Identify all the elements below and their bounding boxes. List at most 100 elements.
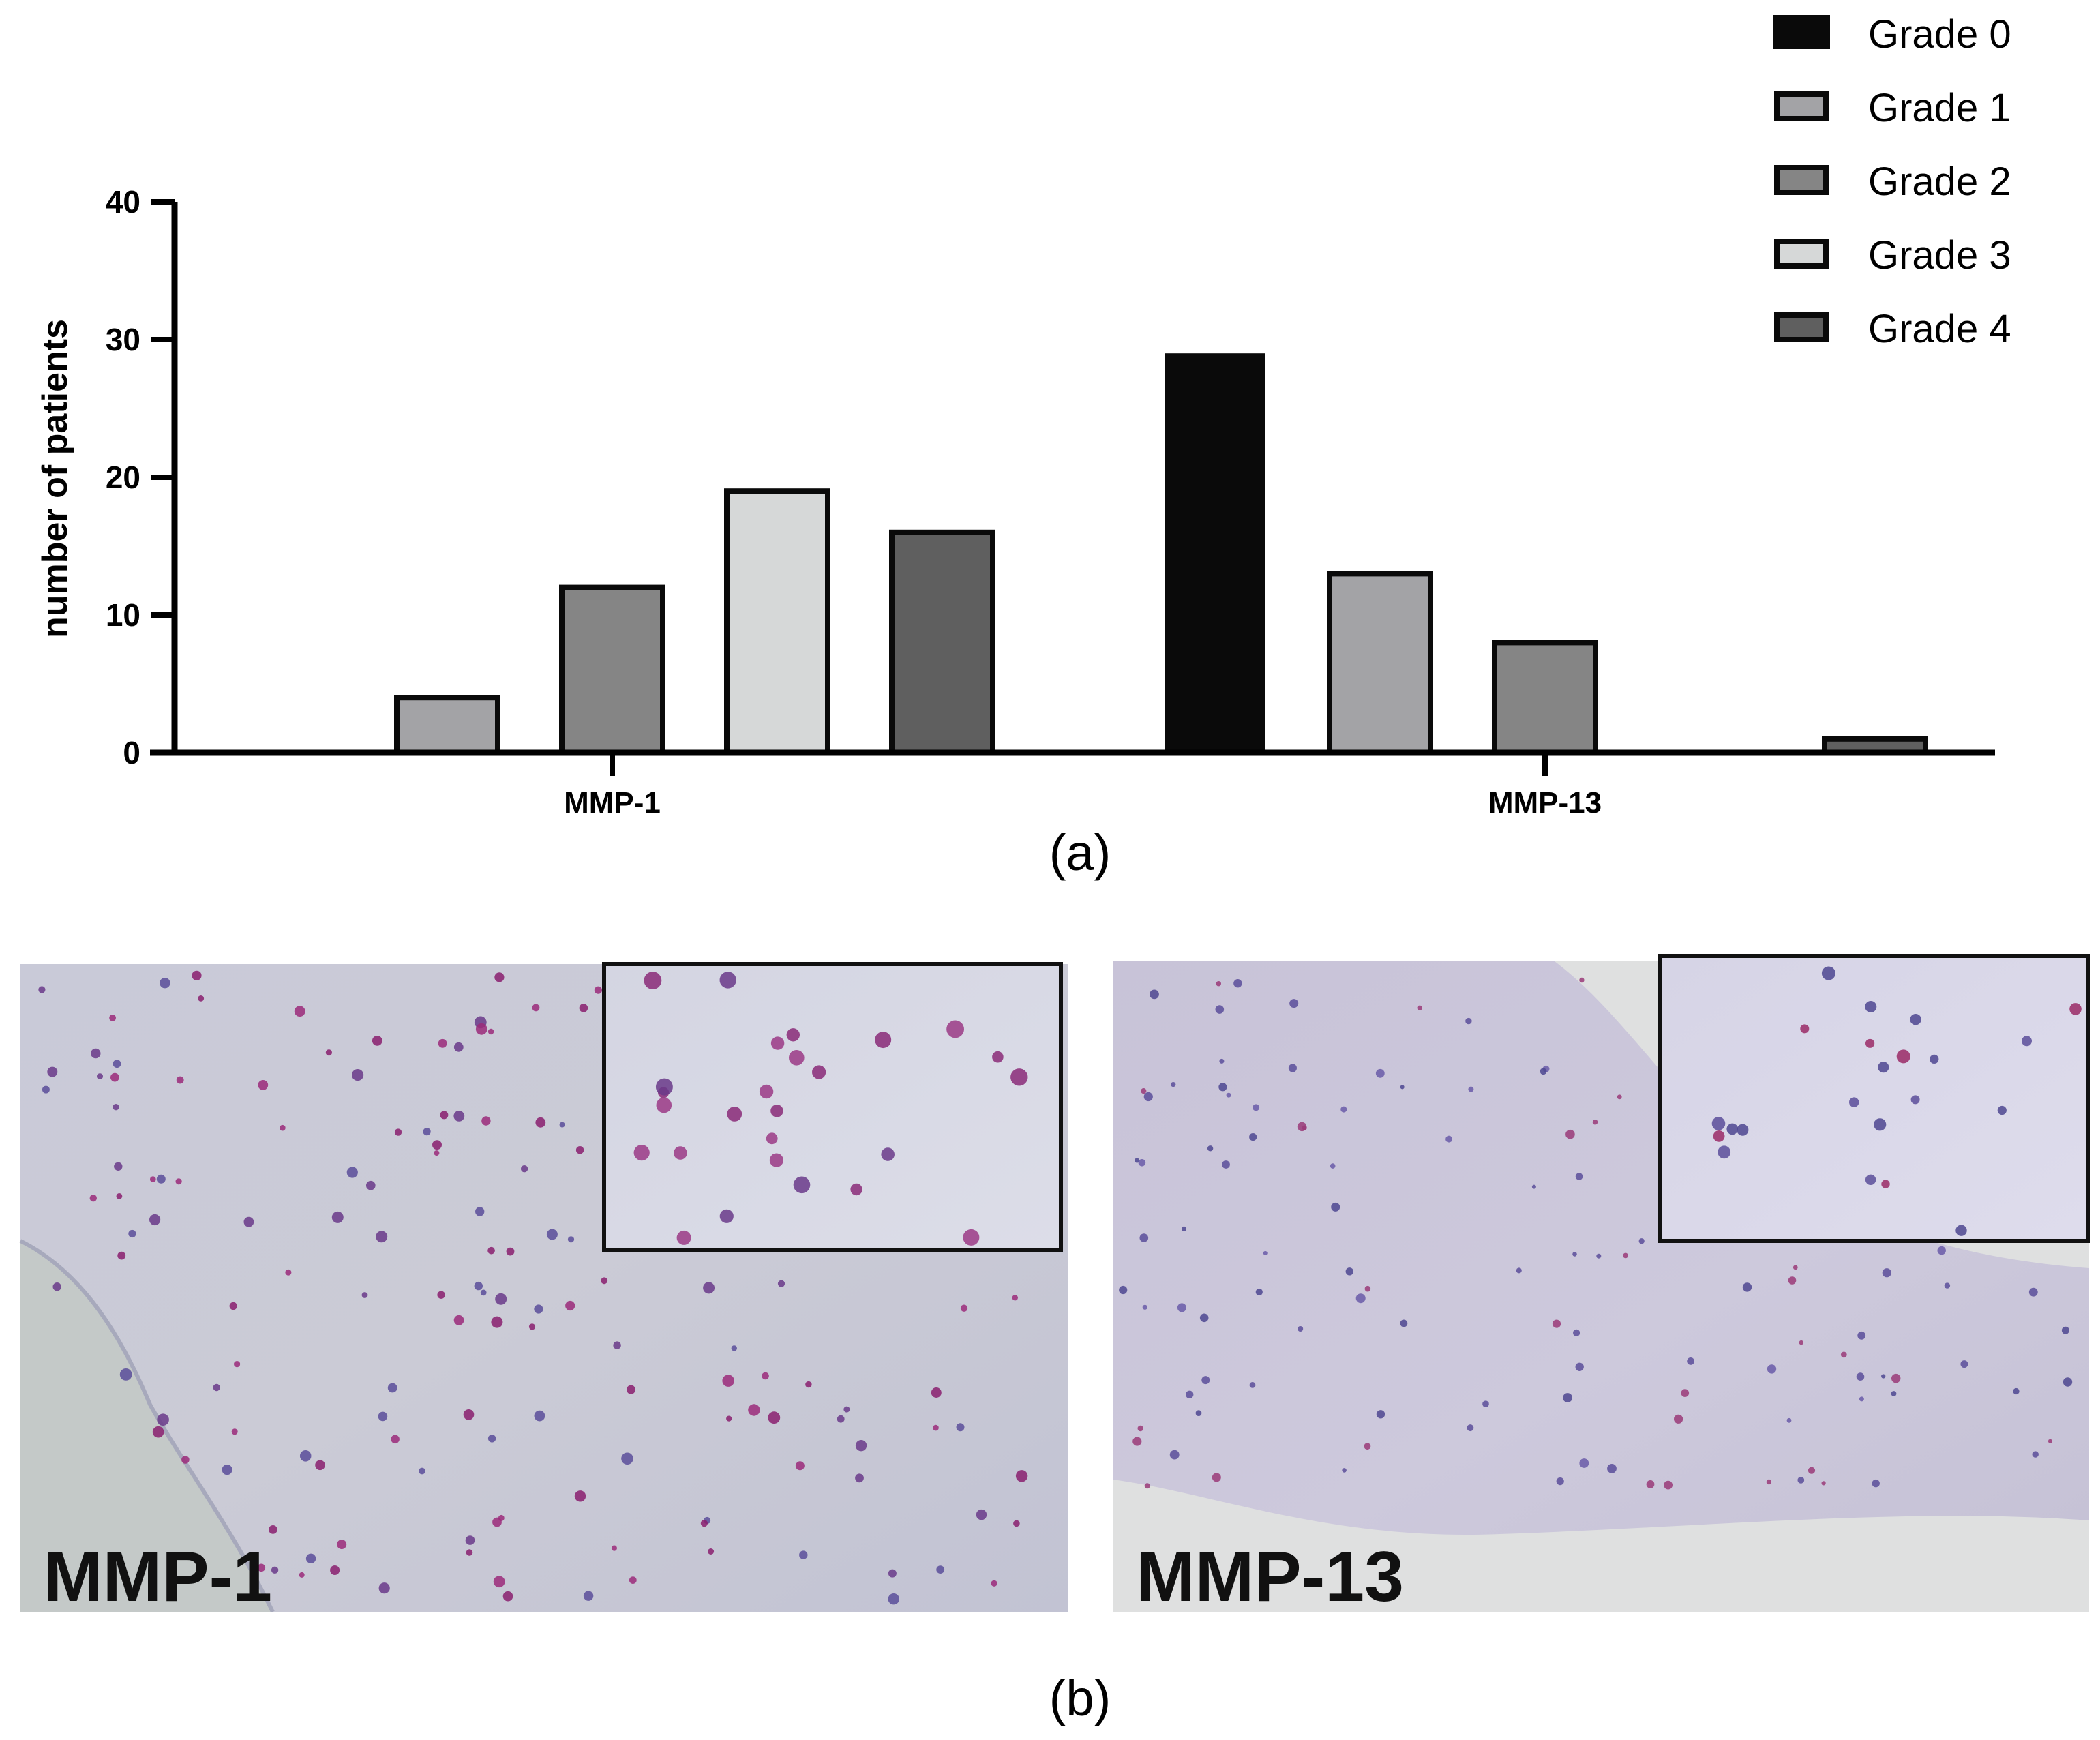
stained-cell xyxy=(2022,1036,2032,1047)
legend-entry-label: Grade 0 xyxy=(1868,12,2011,57)
stained-cell xyxy=(1417,1005,1422,1011)
stained-cell xyxy=(1592,1119,1598,1125)
stained-cell xyxy=(2047,1439,2052,1443)
stained-cell xyxy=(2032,1451,2039,1458)
stained-cell xyxy=(946,1020,964,1038)
stained-cell xyxy=(722,1375,734,1387)
stained-cell xyxy=(1467,1424,1474,1432)
stained-cell xyxy=(812,1065,826,1079)
stained-cell xyxy=(1249,1133,1257,1141)
stained-cell xyxy=(1482,1400,1489,1407)
stained-cell xyxy=(1565,1129,1575,1139)
stained-cell xyxy=(2028,1287,2038,1297)
stained-cell xyxy=(1119,1285,1128,1295)
stained-cell xyxy=(629,1576,637,1585)
stained-cell xyxy=(644,972,662,989)
stained-cell xyxy=(213,1383,220,1392)
stained-cell xyxy=(766,1132,778,1145)
stained-cell xyxy=(1664,1480,1673,1490)
stained-cell xyxy=(789,1050,805,1066)
stained-cell xyxy=(1617,1094,1622,1100)
stained-cell xyxy=(1799,1340,1803,1345)
stained-cell xyxy=(346,1167,358,1178)
stained-cell xyxy=(1150,989,1159,1000)
bar-mmp-1-grade-4 xyxy=(889,529,995,755)
stained-cell xyxy=(1882,1268,1891,1278)
stained-cell xyxy=(777,1280,785,1287)
stained-cell xyxy=(156,1174,166,1184)
stained-cell xyxy=(47,1066,58,1077)
stained-cell xyxy=(150,1176,156,1182)
stained-cell xyxy=(559,1122,565,1128)
stained-cell xyxy=(109,1015,117,1021)
bar-mmp-1-grade-3 xyxy=(724,488,830,755)
stained-cell xyxy=(498,1514,505,1521)
stained-cell xyxy=(387,1383,397,1393)
micrograph-mmp-13-cells xyxy=(1119,977,2073,1490)
stained-cell xyxy=(1865,1001,1877,1012)
stained-cell xyxy=(674,1146,687,1160)
stained-cell xyxy=(1955,1225,1967,1236)
stained-cell xyxy=(474,1281,483,1291)
stained-cell xyxy=(112,1060,121,1068)
stained-cell xyxy=(727,1107,742,1122)
stained-cell xyxy=(888,1569,897,1578)
stained-cell xyxy=(119,1368,132,1381)
stained-cell xyxy=(502,1591,513,1602)
stained-cell xyxy=(1726,1123,1738,1135)
stained-cell xyxy=(112,1104,119,1111)
stained-cell xyxy=(294,1006,305,1017)
stained-cell xyxy=(222,1465,232,1475)
stained-cell xyxy=(1872,1479,1880,1488)
stained-cell xyxy=(1400,1319,1408,1328)
stained-cell xyxy=(330,1565,340,1575)
stained-cell xyxy=(1445,1135,1453,1143)
stained-cell xyxy=(1674,1414,1683,1424)
stained-cell xyxy=(992,1051,1004,1063)
stained-cell xyxy=(1997,1105,2007,1115)
stained-cell xyxy=(567,1236,575,1243)
stained-cell xyxy=(633,1145,650,1161)
micrograph-mmp-1-inset xyxy=(602,962,1063,1252)
panel-label-a: (a) xyxy=(1049,824,1111,881)
stained-cell xyxy=(1800,1024,1810,1034)
y-tick-label: 30 xyxy=(106,322,140,357)
y-tick-label: 20 xyxy=(106,460,140,495)
stained-cell xyxy=(391,1435,400,1444)
stained-cell xyxy=(269,1525,278,1534)
stained-cell xyxy=(1572,1252,1577,1257)
stained-cell xyxy=(535,1117,546,1128)
stained-cell xyxy=(676,1230,691,1245)
stained-cell xyxy=(378,1582,390,1594)
bar-mmp-1-grade-2 xyxy=(559,584,665,755)
stained-cell xyxy=(1767,1364,1777,1374)
stained-cell xyxy=(1139,1233,1149,1242)
panel-label-b: (b) xyxy=(1049,1670,1111,1726)
stained-cell xyxy=(475,1023,487,1035)
stained-cell xyxy=(1896,1049,1910,1064)
stained-cell xyxy=(726,1415,732,1422)
stained-cell xyxy=(1342,1468,1347,1473)
stained-cell xyxy=(565,1300,575,1311)
stained-cell xyxy=(528,1323,536,1330)
legend-swatch xyxy=(1774,91,1829,121)
stained-cell xyxy=(936,1565,945,1574)
stained-cell xyxy=(1215,1005,1225,1014)
stained-cell xyxy=(42,1085,50,1094)
stained-cell xyxy=(799,1550,808,1559)
y-tick-label: 0 xyxy=(123,735,140,770)
stained-cell xyxy=(2061,1326,2069,1334)
y-axis-title: number of patients xyxy=(35,319,75,638)
stained-cell xyxy=(453,1111,465,1122)
stained-cell xyxy=(855,1440,867,1452)
stained-cell xyxy=(991,1580,997,1587)
stained-cell xyxy=(1646,1480,1655,1488)
stained-cell xyxy=(114,1162,123,1171)
stained-cell xyxy=(703,1282,715,1294)
stained-cell xyxy=(1711,1117,1726,1130)
stained-cell xyxy=(432,1140,442,1150)
stained-cell xyxy=(1807,1467,1816,1474)
stained-cell xyxy=(1010,1068,1028,1086)
stained-cell xyxy=(1186,1390,1194,1398)
stained-cell xyxy=(1289,999,1299,1008)
